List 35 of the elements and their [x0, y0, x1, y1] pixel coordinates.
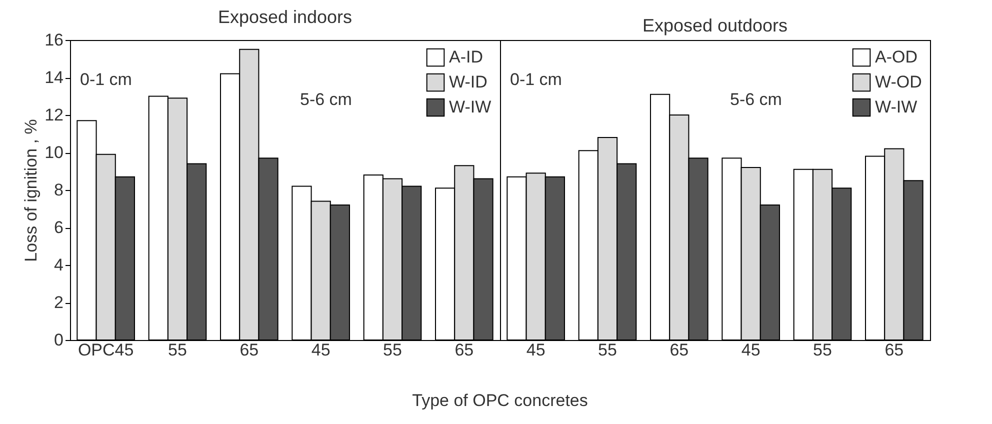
annotation: 0-1 cm	[80, 70, 132, 89]
y-tick-label: 16	[44, 30, 64, 50]
annotation: 5-6 cm	[730, 90, 782, 109]
chart-title: Exposed outdoors	[642, 16, 788, 36]
x-tick-label: 55	[168, 340, 187, 360]
annotation: 5-6 cm	[300, 90, 352, 109]
y-tick-label: 14	[44, 68, 64, 87]
x-tick-label: 55	[813, 340, 832, 360]
x-tick-label: 55	[598, 340, 617, 360]
x-tick-label: 45	[311, 340, 330, 360]
x-tick-label: 65	[454, 340, 474, 360]
y-tick-label: 2	[54, 293, 64, 312]
y-tick-label: 0	[54, 330, 64, 350]
legend-label: W-IW	[875, 98, 918, 116]
x-tick-label: 55	[383, 340, 402, 360]
x-tick-label: 45	[741, 340, 760, 360]
x-tick-label: OPC45	[78, 340, 134, 360]
legend-label: W-OD	[875, 72, 922, 92]
y-tick-label: 4	[54, 256, 64, 274]
y-tick-label: 12	[44, 106, 64, 124]
legend-label: A-ID	[449, 48, 483, 66]
annotation: 0-1 cm	[510, 70, 562, 89]
chart-title: Exposed indoors	[218, 7, 352, 27]
legend-label: W-ID	[449, 72, 488, 92]
x-axis-title: Type of OPC concretes	[411, 391, 589, 411]
legend-label: A-OD	[875, 48, 918, 66]
x-tick-label: 65	[670, 340, 689, 360]
x-tick-label: 65	[240, 340, 259, 360]
x-tick-label: 65	[884, 340, 904, 360]
y-tick-label: 8	[54, 180, 64, 200]
y-axis-title: Loss of ignition , %	[22, 119, 41, 262]
x-tick-label: 45	[526, 340, 546, 360]
y-tick-label: 6	[54, 218, 64, 237]
y-tick-label: 10	[44, 143, 64, 162]
legend-label: W-IW	[449, 98, 492, 116]
